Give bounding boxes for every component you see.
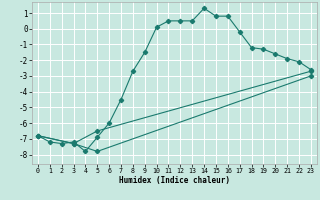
X-axis label: Humidex (Indice chaleur): Humidex (Indice chaleur): [119, 176, 230, 185]
